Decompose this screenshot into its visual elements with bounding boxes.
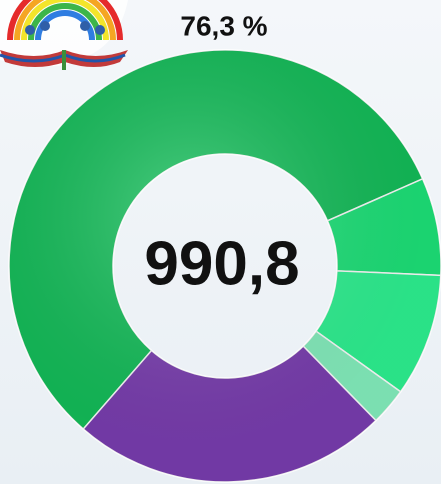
chart-title: 76,3 % — [180, 10, 267, 41]
donut-shine — [9, 50, 441, 482]
logo — [0, 0, 128, 70]
center-label: 990,8 — [144, 229, 299, 298]
